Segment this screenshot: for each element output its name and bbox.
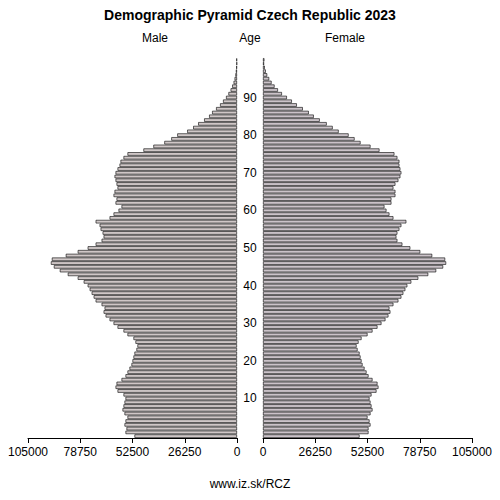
svg-text:www.iz.sk/RCZ: www.iz.sk/RCZ <box>209 477 291 491</box>
svg-text:0: 0 <box>234 445 241 459</box>
svg-text:20: 20 <box>243 354 257 368</box>
svg-text:Male: Male <box>142 31 168 45</box>
svg-text:80: 80 <box>243 128 257 142</box>
svg-text:52500: 52500 <box>116 445 150 459</box>
svg-text:Female: Female <box>325 31 365 45</box>
svg-text:40: 40 <box>243 279 257 293</box>
svg-text:105000: 105000 <box>8 445 48 459</box>
svg-text:50: 50 <box>243 241 257 255</box>
svg-text:Demographic Pyramid Czech Repu: Demographic Pyramid Czech Republic 2023 <box>104 7 396 23</box>
svg-text:0: 0 <box>260 445 267 459</box>
svg-text:78750: 78750 <box>403 445 437 459</box>
svg-text:10: 10 <box>243 391 257 405</box>
svg-text:78750: 78750 <box>64 445 98 459</box>
svg-text:30: 30 <box>243 316 257 330</box>
svg-text:26250: 26250 <box>299 445 333 459</box>
svg-text:60: 60 <box>243 203 257 217</box>
svg-text:90: 90 <box>243 91 257 105</box>
svg-text:105000: 105000 <box>452 445 492 459</box>
svg-text:26250: 26250 <box>168 445 202 459</box>
svg-text:70: 70 <box>243 166 257 180</box>
svg-text:52500: 52500 <box>351 445 385 459</box>
svg-text:Age: Age <box>239 31 261 45</box>
